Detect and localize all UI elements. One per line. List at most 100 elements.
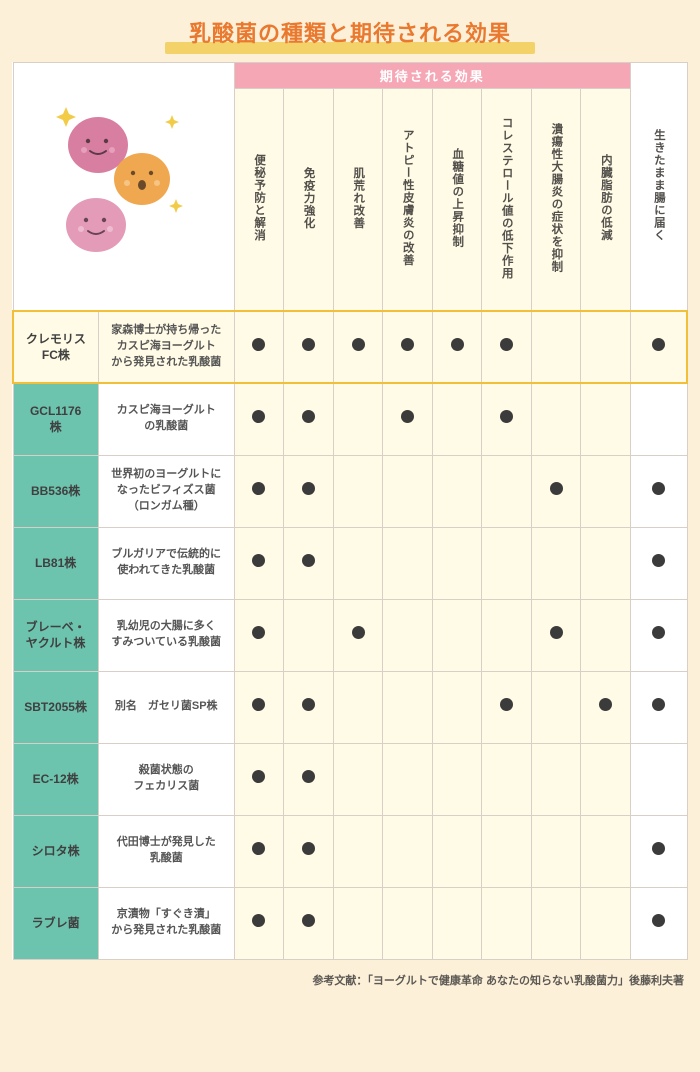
cell-last — [630, 455, 687, 527]
row-name: ラブレ菌 — [13, 887, 98, 959]
cell-effect — [581, 815, 631, 887]
cell-last — [630, 743, 687, 815]
col-effect-0: 便秘予防と解消 — [234, 89, 284, 312]
table-row: ラブレ菌京漬物「すぐき漬」から発見された乳酸菌 — [13, 887, 687, 959]
cell-effect — [581, 743, 631, 815]
cell-last — [630, 527, 687, 599]
effects-table: 期待される効果 生きたまま腸に届く 便秘予防と解消 免疫力強化 肌荒れ改善 アトピー性… — [12, 62, 688, 960]
row-desc: 乳幼児の大腸に多くすみついている乳酸菌 — [98, 599, 234, 671]
dot-icon — [451, 338, 464, 351]
col-effect-label: 肌荒れ改善 — [351, 89, 365, 305]
cell-last — [630, 815, 687, 887]
cell-effect — [581, 599, 631, 671]
row-name: BB536株 — [13, 455, 98, 527]
dot-icon — [252, 626, 265, 639]
dot-icon — [302, 698, 315, 711]
dot-icon — [252, 698, 265, 711]
dot-icon — [550, 482, 563, 495]
title-wrap: 乳酸菌の種類と期待される効果 — [12, 16, 688, 48]
row-name: GCL1176株 — [13, 383, 98, 455]
cell-effect — [581, 455, 631, 527]
cell-effect — [531, 599, 581, 671]
table-row: LB81株ブルガリアで伝統的に使われてきた乳酸菌 — [13, 527, 687, 599]
dot-icon — [500, 338, 513, 351]
dot-icon — [302, 482, 315, 495]
cell-effect — [482, 599, 532, 671]
cell-effect — [432, 311, 482, 383]
table-row: クレモリスFC株家森博士が持ち帰ったカスピ海ヨーグルトから発見された乳酸菌 — [13, 311, 687, 383]
cell-effect — [383, 311, 433, 383]
cell-effect — [284, 815, 334, 887]
cell-effect — [383, 383, 433, 455]
cell-effect — [432, 455, 482, 527]
row-desc: 家森博士が持ち帰ったカスピ海ヨーグルトから発見された乳酸菌 — [98, 311, 234, 383]
cell-last — [630, 887, 687, 959]
effects-header: 期待される効果 — [234, 63, 630, 89]
cell-last — [630, 311, 687, 383]
cell-effect — [432, 527, 482, 599]
cell-effect — [383, 887, 433, 959]
dot-icon — [252, 410, 265, 423]
row-name: SBT2055株 — [13, 671, 98, 743]
table-row: GCL1176株カスピ海ヨーグルトの乳酸菌 — [13, 383, 687, 455]
table-row: BB536株世界初のヨーグルトになったビフィズス菌（ロンガム種） — [13, 455, 687, 527]
header-row-1: 期待される効果 生きたまま腸に届く — [13, 63, 687, 89]
cell-effect — [383, 599, 433, 671]
cell-effect — [333, 815, 383, 887]
dot-icon — [302, 770, 315, 783]
cell-effect — [284, 311, 334, 383]
cell-effect — [581, 527, 631, 599]
table-row: EC-12株殺菌状態のフェカリス菌 — [13, 743, 687, 815]
row-name: クレモリスFC株 — [13, 311, 98, 383]
dot-icon — [302, 410, 315, 423]
title-underline: 乳酸菌の種類と期待される効果 — [189, 16, 511, 48]
col-effect-label: 免疫力強化 — [301, 89, 315, 305]
cell-effect — [383, 527, 433, 599]
cell-effect — [383, 815, 433, 887]
dot-icon — [500, 410, 513, 423]
col-last: 生きたまま腸に届く — [630, 63, 687, 312]
bacteria-illustration-icon — [44, 87, 204, 287]
cell-effect — [482, 815, 532, 887]
cell-effect — [333, 383, 383, 455]
row-desc: ブルガリアで伝統的に使われてきた乳酸菌 — [98, 527, 234, 599]
cell-effect — [383, 455, 433, 527]
table-head: 期待される効果 生きたまま腸に届く 便秘予防と解消 免疫力強化 肌荒れ改善 アトピー性… — [13, 63, 687, 312]
cell-effect — [482, 743, 532, 815]
row-name: LB81株 — [13, 527, 98, 599]
cell-effect — [432, 599, 482, 671]
cell-effect — [284, 383, 334, 455]
cell-effect — [284, 887, 334, 959]
dot-icon — [652, 842, 665, 855]
col-effect-6: 潰瘍性大腸炎の症状を抑制 — [531, 89, 581, 312]
dot-icon — [302, 338, 315, 351]
row-desc: 殺菌状態のフェカリス菌 — [98, 743, 234, 815]
col-effect-label: 潰瘍性大腸炎の症状を抑制 — [549, 89, 563, 305]
dot-icon — [599, 698, 612, 711]
cell-effect — [284, 743, 334, 815]
cell-effect — [383, 671, 433, 743]
cell-effect — [531, 311, 581, 383]
illustration-cell — [13, 63, 234, 312]
cell-effect — [531, 455, 581, 527]
dot-icon — [352, 338, 365, 351]
dot-icon — [401, 338, 414, 351]
dot-icon — [401, 410, 414, 423]
cell-effect — [432, 743, 482, 815]
cell-effect — [234, 671, 284, 743]
cell-effect — [531, 671, 581, 743]
cell-last — [630, 671, 687, 743]
cell-effect — [432, 383, 482, 455]
col-effect-label: コレステロール値の低下作用 — [499, 89, 513, 305]
col-effect-label: アトピー性皮膚炎の改善 — [400, 89, 414, 305]
cell-effect — [432, 671, 482, 743]
dot-icon — [302, 842, 315, 855]
col-effect-label: 便秘予防と解消 — [252, 89, 266, 305]
dot-icon — [652, 482, 665, 495]
table-row: シロタ株代田博士が発見した乳酸菌 — [13, 815, 687, 887]
dot-icon — [352, 626, 365, 639]
table-body: クレモリスFC株家森博士が持ち帰ったカスピ海ヨーグルトから発見された乳酸菌GCL… — [13, 311, 687, 959]
cell-effect — [482, 383, 532, 455]
dot-icon — [652, 338, 665, 351]
dot-icon — [652, 626, 665, 639]
